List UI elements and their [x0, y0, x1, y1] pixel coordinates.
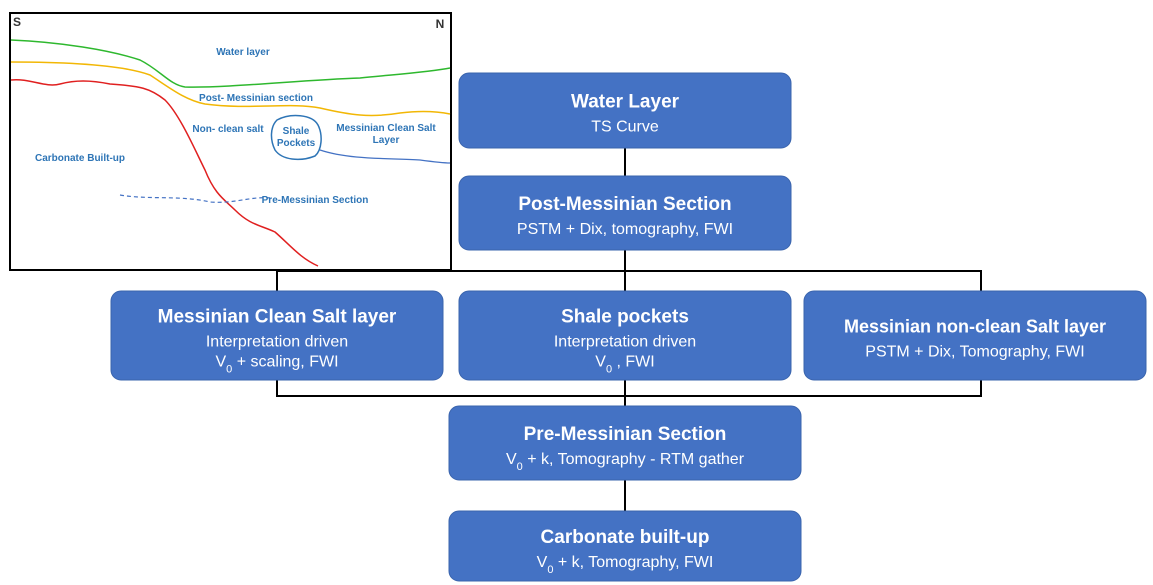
- text-segment: + k, Tomography - RTM gather: [523, 451, 745, 468]
- sketch-label: Non- clean salt: [192, 124, 264, 135]
- subscript: 0: [606, 364, 612, 376]
- node-line: Interpretation driven: [554, 334, 696, 351]
- node: Messinian non-clean Salt layer PSTM + Dix…: [803, 290, 1147, 381]
- subscript: 0: [226, 364, 232, 376]
- node-box: [458, 72, 792, 149]
- subscript: 0: [547, 564, 553, 576]
- node-box: [803, 290, 1147, 381]
- node-title: Post-Messinian Section: [518, 194, 731, 215]
- text-segment: V: [506, 451, 517, 468]
- node-box: [448, 510, 802, 582]
- text-segment: , FWI: [612, 354, 655, 371]
- sketch-label: Pre-Messinian Section: [262, 195, 369, 206]
- node: Post-Messinian Section PSTM + Dix, tomogr…: [458, 175, 792, 251]
- salt-base-dashed: [119, 194, 273, 203]
- water-bottom: [10, 39, 451, 88]
- sketch-label: Messinian Clean Salt: [336, 123, 436, 134]
- text-segment: Interpretation driven: [206, 334, 348, 351]
- text-segment: V: [537, 554, 548, 571]
- sketch-label: Water layer: [216, 47, 270, 58]
- node-line: PSTM + Dix, tomography, FWI: [517, 221, 733, 238]
- node-line: V0 , FWI: [595, 354, 654, 376]
- pre-messinian-top: [10, 79, 319, 267]
- text-segment: + scaling, FWI: [232, 354, 338, 371]
- text-segment: TS Curve: [591, 119, 659, 136]
- node-title: Water Layer: [571, 92, 680, 113]
- node-box: [448, 405, 802, 481]
- node-line: Interpretation driven: [206, 334, 348, 351]
- sketch-label: Shale: [283, 126, 310, 137]
- node-line: V0 + k, Tomography, FWI: [537, 554, 714, 576]
- salt-base: [319, 149, 451, 164]
- sketch-label: Layer: [373, 135, 400, 146]
- subscript: 0: [517, 461, 523, 473]
- node-title: Shale pockets: [561, 307, 689, 328]
- flowchart: Water Layer TS Curve Post-Messinian Sectio…: [110, 72, 1147, 582]
- node-line: TS Curve: [591, 119, 659, 136]
- node-line: V0 + k, Tomography - RTM gather: [506, 451, 745, 473]
- text-segment: PSTM + Dix, Tomography, FWI: [865, 344, 1084, 361]
- node: Water Layer TS Curve: [458, 72, 792, 149]
- node-line: V0 + scaling, FWI: [215, 354, 338, 376]
- bracket-bottom: [276, 380, 982, 397]
- bracket-top: [276, 270, 982, 291]
- node-box: [110, 290, 444, 381]
- node-title: Messinian Clean Salt layer: [158, 307, 397, 328]
- cross-section-sketch: S N Water layer Post- Messinian section …: [9, 12, 452, 271]
- node: Shale pockets Interpretation driven V0 , F…: [458, 290, 792, 381]
- node-title: Carbonate built-up: [541, 527, 710, 548]
- post-messinian-base: [10, 61, 451, 117]
- sketch-label: Carbonate Built-up: [35, 153, 125, 164]
- text-segment: + k, Tomography, FWI: [553, 554, 713, 571]
- node-box: [458, 290, 792, 381]
- node: Pre-Messinian Section V0 + k, Tomography …: [448, 405, 802, 481]
- text-segment: Interpretation driven: [554, 334, 696, 351]
- sketch-frame: [9, 12, 452, 271]
- node-title: Messinian non-clean Salt layer: [844, 317, 1106, 337]
- sketch-label: Post- Messinian section: [199, 93, 313, 104]
- shale-pocket: [270, 114, 322, 161]
- text-segment: PSTM + Dix, tomography, FWI: [517, 221, 733, 238]
- node: Carbonate built-up V0 + k, Tomography, FW…: [448, 510, 802, 582]
- node: Messinian Clean Salt layer Interpretation…: [110, 290, 444, 381]
- sketch-label: Pockets: [277, 138, 316, 149]
- compass-south: S: [13, 15, 21, 29]
- node-line: PSTM + Dix, Tomography, FWI: [865, 344, 1084, 361]
- node-title: Pre-Messinian Section: [524, 424, 727, 445]
- node-box: [458, 175, 792, 251]
- text-segment: V: [215, 354, 226, 371]
- compass-north: N: [436, 17, 445, 31]
- text-segment: V: [595, 354, 606, 371]
